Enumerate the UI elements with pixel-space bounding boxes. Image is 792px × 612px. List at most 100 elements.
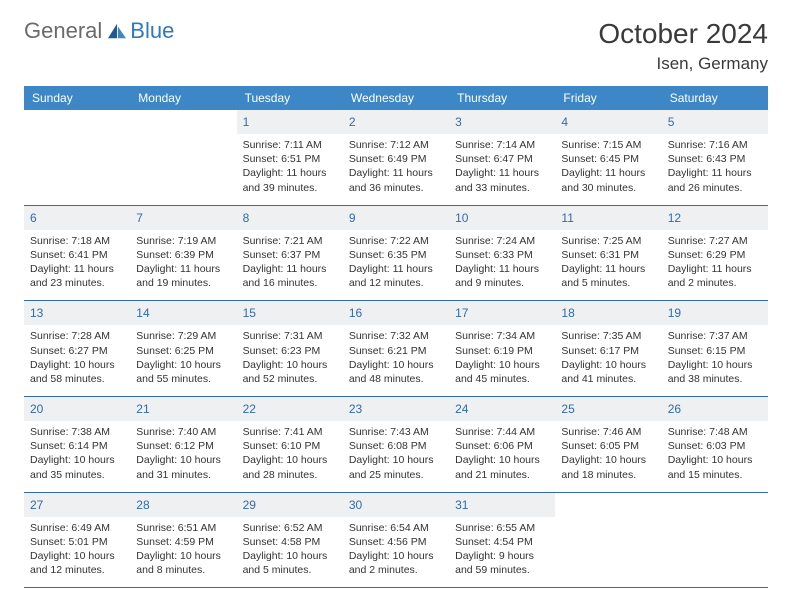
day-cell: 1Sunrise: 7:11 AMSunset: 6:51 PMDaylight… (237, 110, 343, 205)
daynum-row: 28 (130, 493, 236, 517)
daynum-row: 11 (555, 206, 661, 230)
day-number: 8 (243, 211, 250, 225)
calendar-table: SundayMondayTuesdayWednesdayThursdayFrid… (24, 86, 768, 588)
brand-logo: General Blue (24, 18, 174, 44)
daynum-row: 29 (237, 493, 343, 517)
daynum-row: 22 (237, 397, 343, 421)
day-header: Friday (555, 86, 661, 110)
daynum-row: 12 (662, 206, 768, 230)
day-number: 2 (349, 115, 356, 129)
day-cell: 28 Sunrise: 6:51 AMSunset: 4:59 PMDayligh… (130, 492, 236, 588)
daynum-row: 20 (24, 397, 130, 421)
week-row: 6 Sunrise: 7:18 AMSunset: 6:41 PMDaylight… (24, 205, 768, 301)
daynum-row: 17 (449, 301, 555, 325)
calendar-body: 1Sunrise: 7:11 AMSunset: 6:51 PMDaylight… (24, 110, 768, 588)
day-number: 18 (561, 306, 574, 320)
day-number: 1 (243, 115, 250, 129)
daynum-row: 1 (237, 110, 343, 134)
day-cell: 18Sunrise: 7:35 AMSunset: 6:17 PMDayligh… (555, 301, 661, 397)
day-number: 11 (561, 211, 573, 225)
week-row: 20 Sunrise: 7:38 AMSunset: 6:14 PMDayligh… (24, 397, 768, 493)
day-details: Sunrise: 7:19 AMSunset: 6:39 PMDaylight:… (136, 234, 230, 291)
day-cell: 6 Sunrise: 7:18 AMSunset: 6:41 PMDaylight… (24, 205, 130, 301)
day-details: Sunrise: 7:46 AMSunset: 6:05 PMDaylight:… (561, 425, 655, 482)
empty-cell (555, 492, 661, 588)
day-number: 19 (668, 306, 681, 320)
day-number: 28 (136, 498, 149, 512)
day-details: Sunrise: 7:25 AMSunset: 6:31 PMDaylight:… (561, 234, 655, 291)
day-details: Sunrise: 7:38 AMSunset: 6:14 PMDaylight:… (30, 425, 124, 482)
daynum-row: 24 (449, 397, 555, 421)
day-cell: 2Sunrise: 7:12 AMSunset: 6:49 PMDaylight… (343, 110, 449, 205)
empty-cell (662, 492, 768, 588)
day-number: 24 (455, 402, 468, 416)
day-details: Sunrise: 7:29 AMSunset: 6:25 PMDaylight:… (136, 329, 230, 386)
month-title: October 2024 (598, 18, 768, 50)
day-cell: 7 Sunrise: 7:19 AMSunset: 6:39 PMDaylight… (130, 205, 236, 301)
title-block: October 2024 Isen, Germany (598, 18, 768, 74)
day-cell: 13 Sunrise: 7:28 AMSunset: 6:27 PMDayligh… (24, 301, 130, 397)
day-details: Sunrise: 7:24 AMSunset: 6:33 PMDaylight:… (455, 234, 549, 291)
day-number: 20 (30, 402, 43, 416)
day-cell: 22Sunrise: 7:41 AMSunset: 6:10 PMDayligh… (237, 397, 343, 493)
header: General Blue October 2024 Isen, Germany (24, 18, 768, 74)
daynum-row: 7 (130, 206, 236, 230)
day-number: 12 (668, 211, 681, 225)
day-header: Tuesday (237, 86, 343, 110)
day-number: 26 (668, 402, 681, 416)
day-number: 13 (30, 306, 43, 320)
logo-sail-icon (106, 22, 128, 40)
week-row: 13 Sunrise: 7:28 AMSunset: 6:27 PMDayligh… (24, 301, 768, 397)
day-number: 3 (455, 115, 462, 129)
day-number: 9 (349, 211, 356, 225)
day-details: Sunrise: 7:28 AMSunset: 6:27 PMDaylight:… (30, 329, 124, 386)
daynum-row: 31 (449, 493, 555, 517)
daynum-row: 21 (130, 397, 236, 421)
day-details: Sunrise: 7:22 AMSunset: 6:35 PMDaylight:… (349, 234, 443, 291)
day-number: 7 (136, 211, 143, 225)
day-header: Sunday (24, 86, 130, 110)
day-cell: 24Sunrise: 7:44 AMSunset: 6:06 PMDayligh… (449, 397, 555, 493)
day-details: Sunrise: 7:48 AMSunset: 6:03 PMDaylight:… (668, 425, 762, 482)
day-details: Sunrise: 7:16 AMSunset: 6:43 PMDaylight:… (668, 138, 762, 195)
day-cell: 10 Sunrise: 7:24 AMSunset: 6:33 PMDayligh… (449, 205, 555, 301)
day-cell: 15Sunrise: 7:31 AMSunset: 6:23 PMDayligh… (237, 301, 343, 397)
daynum-row: 5 (662, 110, 768, 134)
day-number: 23 (349, 402, 362, 416)
day-cell: 23 Sunrise: 7:43 AMSunset: 6:08 PMDayligh… (343, 397, 449, 493)
day-cell: 19 Sunrise: 7:37 AMSunset: 6:15 PMDayligh… (662, 301, 768, 397)
day-number: 21 (136, 402, 149, 416)
day-details: Sunrise: 7:32 AMSunset: 6:21 PMDaylight:… (349, 329, 443, 386)
day-header-row: SundayMondayTuesdayWednesdayThursdayFrid… (24, 86, 768, 110)
day-details: Sunrise: 7:15 AMSunset: 6:45 PMDaylight:… (561, 138, 655, 195)
daynum-row: 13 (24, 301, 130, 325)
day-cell: 27Sunrise: 6:49 AMSunset: 5:01 PMDayligh… (24, 492, 130, 588)
day-cell: 21Sunrise: 7:40 AMSunset: 6:12 PMDayligh… (130, 397, 236, 493)
day-details: Sunrise: 7:18 AMSunset: 6:41 PMDaylight:… (30, 234, 124, 291)
daynum-row: 8 (237, 206, 343, 230)
day-cell: 8Sunrise: 7:21 AMSunset: 6:37 PMDaylight… (237, 205, 343, 301)
day-number: 27 (30, 498, 43, 512)
day-number: 25 (561, 402, 574, 416)
daynum-row: 6 (24, 206, 130, 230)
day-header: Thursday (449, 86, 555, 110)
day-cell: 11 Sunrise: 7:25 AMSunset: 6:31 PMDayligh… (555, 205, 661, 301)
day-details: Sunrise: 6:55 AMSunset: 4:54 PMDaylight:… (455, 521, 549, 578)
day-details: Sunrise: 7:37 AMSunset: 6:15 PMDaylight:… (668, 329, 762, 386)
day-details: Sunrise: 7:14 AMSunset: 6:47 PMDaylight:… (455, 138, 549, 195)
day-details: Sunrise: 6:51 AMSunset: 4:59 PMDaylight:… (136, 521, 230, 578)
day-details: Sunrise: 6:54 AMSunset: 4:56 PMDaylight:… (349, 521, 443, 578)
day-details: Sunrise: 7:27 AMSunset: 6:29 PMDaylight:… (668, 234, 762, 291)
location: Isen, Germany (598, 54, 768, 74)
day-details: Sunrise: 7:34 AMSunset: 6:19 PMDaylight:… (455, 329, 549, 386)
day-details: Sunrise: 7:43 AMSunset: 6:08 PMDaylight:… (349, 425, 443, 482)
day-cell: 16Sunrise: 7:32 AMSunset: 6:21 PMDayligh… (343, 301, 449, 397)
daynum-row: 23 (343, 397, 449, 421)
daynum-row: 18 (555, 301, 661, 325)
day-cell: 9 Sunrise: 7:22 AMSunset: 6:35 PMDaylight… (343, 205, 449, 301)
day-cell: 4Sunrise: 7:15 AMSunset: 6:45 PMDaylight… (555, 110, 661, 205)
week-row: 27Sunrise: 6:49 AMSunset: 5:01 PMDayligh… (24, 492, 768, 588)
daynum-row: 30 (343, 493, 449, 517)
day-cell: 20 Sunrise: 7:38 AMSunset: 6:14 PMDayligh… (24, 397, 130, 493)
day-number: 10 (455, 211, 468, 225)
